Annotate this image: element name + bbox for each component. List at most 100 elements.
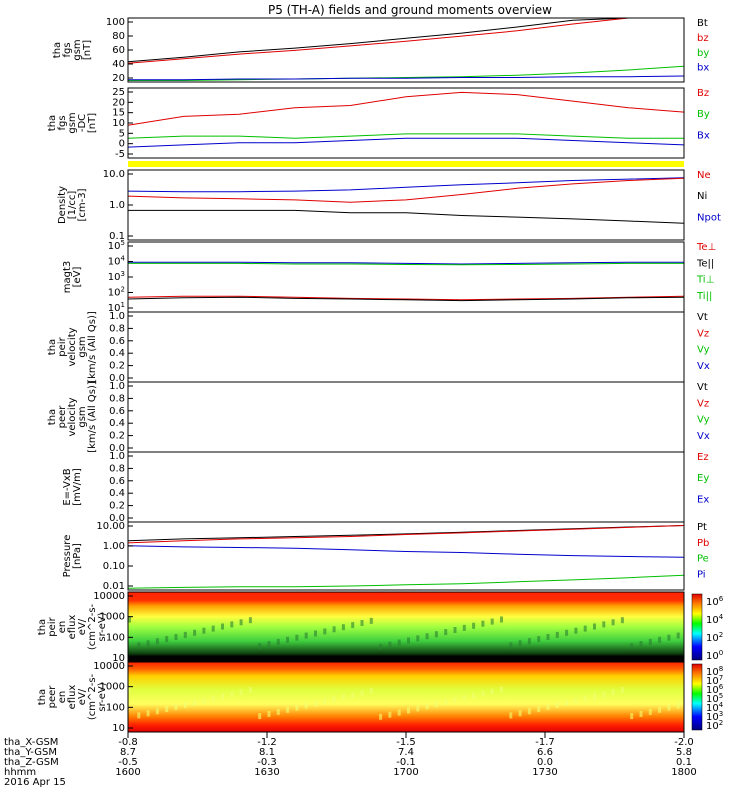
x-tick-value: -0.1 (396, 757, 416, 768)
y-tick-label: 0.6 (109, 406, 125, 417)
x-tick-value: 1630 (254, 767, 279, 778)
y-axis-label-line: eV/ (77, 688, 88, 705)
series-line-red (127, 91, 685, 126)
spectrogram-texture (369, 687, 373, 694)
y-axis-label: tha peer en eflux eV/(cm^2-s-sr-eV) (37, 673, 108, 720)
y-tick-labels: 1.00.8 0.60.4 0.20.0 (109, 381, 133, 454)
spectrogram-texture (658, 706, 662, 713)
legend-entry: Ni (697, 191, 707, 202)
panel-peer_velocity: Vt Vz Vy Vx 1.00.8 0.60.4 0.20.0 tha peer velocit… (47, 381, 710, 454)
spectrogram-texture (453, 697, 457, 703)
spectrogram-texture (490, 688, 494, 695)
y-tick-label: 0.8 (109, 463, 125, 474)
spectrogram-texture (546, 704, 550, 710)
y-axis-label-line: [1/cc] (67, 191, 78, 220)
y-tick-label: 10 (112, 723, 125, 734)
y-axis-label-line: [cm-3] (77, 188, 88, 221)
x-tick-value: -0.3 (257, 757, 277, 768)
y-tick-label: -5 (115, 149, 125, 160)
spectrogram-texture (667, 634, 671, 641)
spectrogram-texture (304, 702, 308, 709)
y-tick-label: 10000 (93, 661, 125, 672)
y-tick-label: 0.8 (109, 393, 125, 404)
spectrogram-texture (267, 711, 271, 717)
y-tick-label: 1.0 (109, 200, 125, 211)
y-tick-label: 80 (112, 31, 125, 42)
panel-peir_eflux: 106 104 102 100 10000 1000 100 10 tha peir en eflux… (37, 591, 724, 664)
y-axis-label-line: peir (47, 616, 58, 636)
y-axis-label-line: gsm (67, 112, 78, 133)
x-tick-value: 0.1 (676, 757, 692, 768)
spectrogram-texture (248, 687, 252, 694)
x-tick-value: 8.7 (120, 747, 136, 758)
x-tick-value: 6.6 (537, 747, 553, 758)
y-axis-label-line: tha (47, 339, 58, 355)
spectrogram-texture (462, 694, 466, 701)
y-axis-label: tha peer velocity gsm [km/s (All Qs)] (47, 381, 98, 453)
legend: Ne Ni Npot (697, 170, 721, 223)
spectrogram-texture (211, 625, 215, 632)
y-tick-label: 0.4 (109, 348, 125, 359)
legend-entry: Bz (697, 88, 709, 99)
spectrogram-texture (527, 638, 531, 645)
spectrogram-texture (295, 634, 299, 641)
spectrogram-texture (500, 616, 503, 623)
spectrogram-texture (444, 629, 448, 636)
series-line-green (127, 133, 684, 139)
legend-entry: Te⊥ (696, 242, 716, 253)
spectrogram-texture (360, 620, 364, 626)
spectrogram-texture (462, 624, 466, 631)
y-axis-label-line: (cm^2-s- (87, 673, 98, 720)
spectrogram-texture (593, 693, 596, 700)
spectrogram-texture (165, 706, 169, 713)
y-tick-label: 15 (112, 108, 125, 119)
spectrogram-texture (286, 706, 290, 713)
spectrogram-texture (546, 634, 550, 640)
spectrogram-texture (537, 706, 541, 713)
y-axis-label-line: [eV] (72, 267, 83, 288)
panel-frame (127, 241, 685, 313)
spectrogram-texture (611, 689, 615, 696)
legend-entry: bx (697, 63, 709, 74)
y-tick-label: 20 (112, 73, 125, 84)
y-tick-label: 0.8 (109, 323, 125, 334)
spectrogram-texture (276, 638, 280, 645)
series-line-red (127, 295, 685, 301)
y-axis-label-line: fgs (62, 42, 73, 57)
spectrogram-texture (137, 712, 141, 719)
spectrogram-texture (183, 701, 187, 708)
spectrogram-texture (351, 622, 355, 629)
y-tick-label: 0.10 (103, 561, 125, 572)
spectrogram-texture (193, 629, 197, 636)
spectrogram-texture (583, 625, 587, 632)
spectrogram-texture (202, 627, 206, 634)
y-axis-label-line: -DC (77, 114, 88, 132)
x-tick-value: -1.2 (257, 737, 277, 748)
spectrogram-texture (648, 638, 652, 645)
legend-entry: Vy (697, 415, 710, 426)
y-tick-label: 100 (106, 632, 125, 643)
spectrogram-texture (472, 692, 476, 699)
y-axis-label: Density [1/cc] [cm-3] (57, 186, 88, 224)
y-axis-label-line: sr-eV) (97, 682, 108, 711)
y-tick-label: 1000 (100, 612, 125, 623)
spectrogram-texture (481, 620, 485, 627)
y-tick-label: 20 (112, 97, 125, 108)
spectrogram-texture (593, 623, 596, 630)
series-line-red (127, 17, 684, 64)
spectrogram-texture (351, 692, 355, 699)
spectrogram-texture (314, 700, 317, 707)
x-tick-value: 0.0 (537, 757, 553, 768)
spectrogram-texture (165, 636, 169, 643)
colorbar-scale (691, 593, 703, 661)
y-axis-label-line: tha (47, 409, 58, 425)
spectrogram-texture (397, 709, 401, 716)
spectrogram-texture (128, 616, 131, 623)
x-tick-value: 1800 (671, 767, 696, 778)
colorbar-scale (691, 663, 703, 731)
spectrogram-texture (509, 712, 513, 719)
spectrogram-texture (369, 617, 373, 624)
y-tick-labels: 1.00.8 0.60.4 0.20.0 (109, 311, 133, 384)
legend-entry: Vt (697, 312, 708, 323)
